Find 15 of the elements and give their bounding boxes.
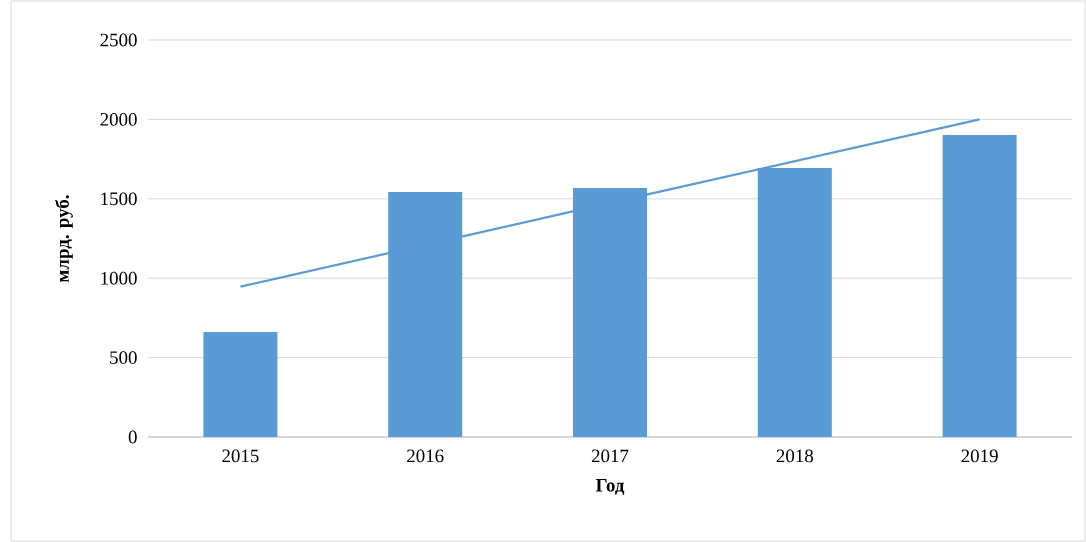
x-tick-label: 2015 <box>222 449 259 463</box>
y-tick-label: 0 <box>128 430 137 444</box>
x-tick-label: 2018 <box>776 449 813 463</box>
y-axis-title: млрд. руб. <box>55 195 73 283</box>
x-axis-title: Год <box>595 479 625 495</box>
x-tick-label: 2016 <box>407 449 444 463</box>
bar <box>942 134 1017 437</box>
y-tick-label: 1500 <box>101 192 137 206</box>
y-tick-label: 500 <box>110 351 137 364</box>
y-tick-label: 1000 <box>101 271 137 285</box>
y-tick-label: 2500 <box>100 33 137 47</box>
x-tick-label: 2017 <box>591 449 629 463</box>
bar <box>203 332 278 437</box>
y-tick-label: 2000 <box>100 113 137 126</box>
x-tick-label: 2019 <box>961 449 998 463</box>
